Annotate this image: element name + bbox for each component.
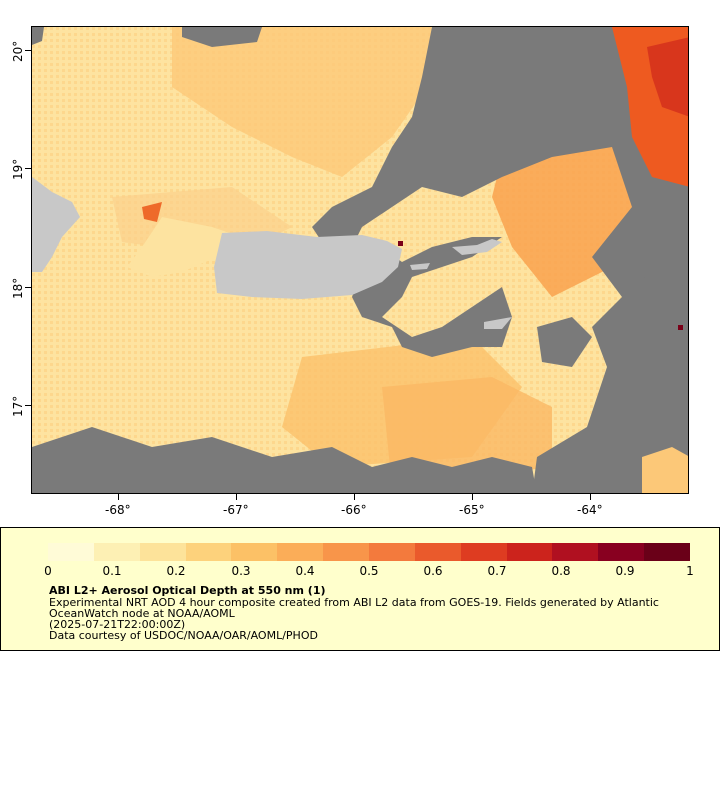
legend-panel: 0 0.1 0.2 0.3 0.4 0.5 0.6 0.7 0.8 0.9 1 … — [0, 527, 720, 651]
colorbar-swatch — [369, 543, 415, 561]
lon-tick-mark — [472, 494, 473, 500]
lon-tick-mark — [354, 494, 355, 500]
colorbar-tick-label: 0.9 — [615, 564, 635, 578]
no-data-region — [312, 27, 688, 493]
no-data-region — [32, 427, 537, 493]
lat-tick-mark — [25, 287, 31, 288]
colorbar — [48, 543, 691, 561]
colorbar-swatch — [185, 543, 232, 561]
no-data-region — [537, 317, 592, 367]
land-puerto-rico — [214, 231, 402, 299]
colorbar-swatch — [277, 543, 324, 561]
colorbar-swatch — [506, 543, 553, 561]
legend-description-line2: OceanWatch node at NOAA/AOML — [49, 607, 235, 620]
lon-tick-label: -65° — [459, 503, 485, 517]
colorbar-tick-label: 0.3 — [231, 564, 251, 578]
colorbar-tick-label: 0 — [44, 564, 52, 578]
colorbar-tick-label: 0.6 — [423, 564, 443, 578]
aod-orange-region — [382, 377, 552, 487]
no-data-region — [182, 27, 262, 47]
colorbar-tick-label: 0.2 — [166, 564, 186, 578]
no-data-region — [127, 217, 242, 277]
aod-max-pixel — [678, 325, 683, 330]
colorbar-swatch — [93, 543, 140, 561]
lat-tick-label: 20° — [11, 40, 25, 62]
lon-tick-label: -64° — [577, 503, 603, 517]
colorbar-swatch — [48, 543, 94, 561]
colorbar-swatch — [460, 543, 507, 561]
colorbar-swatch — [231, 543, 278, 561]
aod-map[interactable] — [31, 26, 689, 494]
aod-max-pixel — [398, 241, 403, 246]
lat-tick-mark — [25, 50, 31, 51]
land-vieques — [410, 263, 430, 270]
colorbar-swatch — [139, 543, 186, 561]
colorbar-tick-label: 1 — [686, 564, 694, 578]
aod-orange-region — [142, 202, 162, 222]
colorbar-tick-label: 0.7 — [487, 564, 507, 578]
no-data-region — [632, 237, 688, 287]
aod-high-region — [647, 37, 688, 117]
lat-tick-mark — [25, 168, 31, 169]
land-virgin-islands — [452, 239, 502, 255]
aod-map-image — [32, 27, 688, 493]
colorbar-tick-label: 0.4 — [295, 564, 315, 578]
colorbar-tick-label: 0.5 — [359, 564, 379, 578]
colorbar-tick-label: 0.1 — [102, 564, 122, 578]
legend-title: ABI L2+ Aerosol Optical Depth at 550 nm … — [49, 584, 326, 597]
lat-tick-mark — [25, 405, 31, 406]
lat-tick-label: 18° — [11, 277, 25, 299]
lon-tick-label: -67° — [223, 503, 249, 517]
colorbar-tick-label: 0.8 — [551, 564, 571, 578]
no-data-region — [32, 27, 44, 45]
land-st-croix — [484, 317, 512, 329]
land-hispaniola-tip — [32, 177, 80, 272]
lon-tick-mark — [236, 494, 237, 500]
colorbar-swatch — [598, 543, 645, 561]
legend-timestamp: (2025-07-21T22:00:00Z) — [49, 618, 186, 631]
legend-credit: Data courtesy of USDOC/NOAA/OAR/AOML/PHO… — [49, 629, 318, 642]
colorbar-swatch — [644, 543, 691, 561]
lon-tick-label: -68° — [105, 503, 131, 517]
aod-orange-region — [172, 27, 432, 177]
colorbar-swatch — [414, 543, 461, 561]
colorbar-swatch — [323, 543, 370, 561]
colorbar-swatch — [552, 543, 599, 561]
legend-description-line1: Experimental NRT AOD 4 hour composite cr… — [49, 596, 659, 609]
lon-tick-mark — [590, 494, 591, 500]
lon-tick-mark — [118, 494, 119, 500]
no-data-region — [642, 447, 688, 493]
lat-tick-label: 19° — [11, 158, 25, 180]
lat-tick-label: 17° — [11, 395, 25, 417]
lon-tick-label: -66° — [341, 503, 367, 517]
